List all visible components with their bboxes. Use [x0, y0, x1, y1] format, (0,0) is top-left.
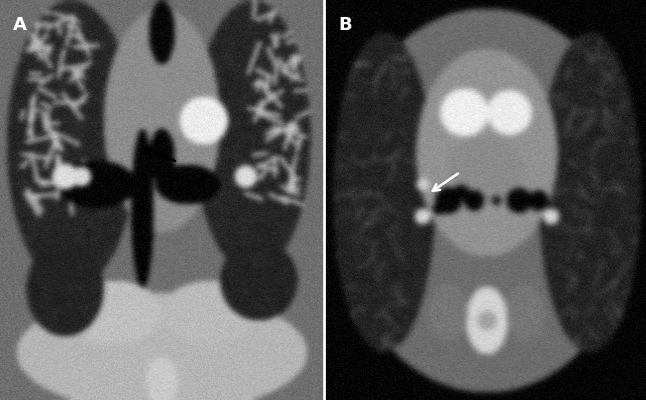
Text: B: B	[339, 16, 352, 34]
Text: A: A	[13, 16, 26, 34]
